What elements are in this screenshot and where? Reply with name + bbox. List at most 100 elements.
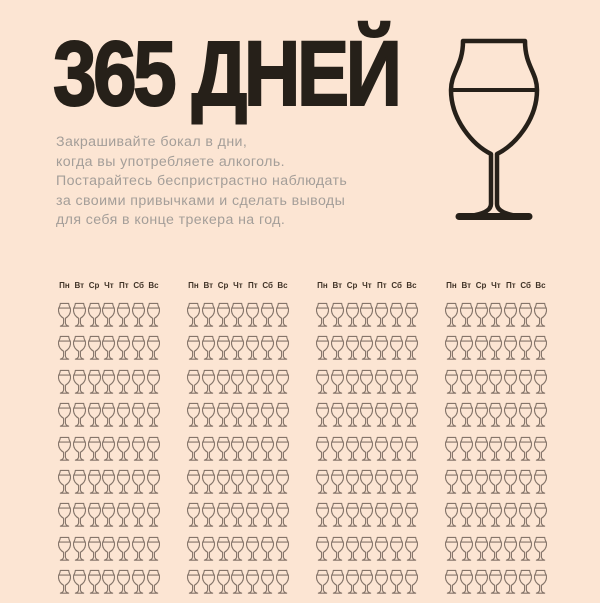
wine-glass-small-icon: [460, 369, 473, 395]
wine-glass-small-icon: [202, 569, 215, 595]
tracker-month-block: Пн Вт Ср Чт Пт Сб Вс: [57, 281, 161, 603]
wine-glass-small-icon: [316, 335, 329, 361]
wine-glass-day-icon: [374, 469, 389, 496]
tracker-week-row: [57, 469, 161, 496]
day-label: Пн: [188, 281, 199, 290]
wine-glass-day-icon: [374, 369, 389, 396]
wine-glass-small-icon: [202, 369, 215, 395]
wine-glass-day-icon: [275, 369, 290, 396]
tracker-week-row: [57, 402, 161, 429]
wine-glass-day-icon: [389, 402, 404, 429]
wine-glass-day-icon: [518, 436, 533, 463]
wine-glass-day-icon: [474, 302, 489, 329]
wine-glass-day-icon: [216, 335, 231, 362]
wine-glass-small-icon: [147, 436, 160, 462]
wine-glass-day-icon: [459, 436, 474, 463]
wine-glass-day-icon: [216, 469, 231, 496]
wine-glass-small-icon: [405, 302, 418, 328]
wine-glass-day-icon: [474, 335, 489, 362]
wine-glass-day-icon: [131, 502, 146, 529]
tracker-week-row: [315, 569, 419, 596]
wine-glass-day-icon: [489, 502, 504, 529]
wine-glass-small-icon: [117, 469, 130, 495]
wine-glass-day-icon: [146, 402, 161, 429]
wine-glass-small-icon: [217, 569, 230, 595]
wine-glass-day-icon: [444, 402, 459, 429]
wine-glass-small-icon: [147, 302, 160, 328]
wine-glass-small-icon: [202, 302, 215, 328]
wine-glass-small-icon: [58, 536, 71, 562]
wine-glass-small-icon: [132, 469, 145, 495]
wine-glass-small-icon: [102, 536, 115, 562]
wine-glass-small-icon: [202, 469, 215, 495]
wine-glass-small-icon: [231, 335, 244, 361]
tracker-week-row: [315, 302, 419, 329]
wine-glass-small-icon: [460, 335, 473, 361]
wine-glass-small-icon: [187, 436, 200, 462]
wine-glass-small-icon: [445, 335, 458, 361]
wine-glass-small-icon: [504, 469, 517, 495]
intro-line: когда вы употребляете алкоголь.: [56, 153, 285, 170]
day-labels-row: Пн Вт Ср Чт Пт Сб Вс: [57, 281, 161, 290]
tracker-week-row: [57, 369, 161, 396]
wine-glass-small-icon: [489, 436, 502, 462]
wine-glass-day-icon: [503, 302, 518, 329]
wine-glass-day-icon: [87, 302, 102, 329]
day-label: Вт: [461, 281, 472, 290]
tracker-week-row: [57, 502, 161, 529]
wine-glass-small-icon: [346, 569, 359, 595]
wine-glass-day-icon: [102, 569, 117, 596]
wine-glass-small-icon: [102, 369, 115, 395]
wine-glass-small-icon: [390, 469, 403, 495]
tracker-week-row: [186, 402, 290, 429]
wine-glass-day-icon: [116, 536, 131, 563]
wine-glass-small-icon: [534, 436, 547, 462]
wine-glass-day-icon: [186, 369, 201, 396]
wine-glass-small-icon: [246, 302, 259, 328]
wine-glass-day-icon: [360, 469, 375, 496]
wine-glass-small-icon: [460, 536, 473, 562]
wine-glass-small-icon: [147, 469, 160, 495]
wine-glass-day-icon: [330, 469, 345, 496]
wine-glass-day-icon: [315, 536, 330, 563]
wine-glass-small-icon: [202, 502, 215, 528]
wine-glass-small-icon: [519, 536, 532, 562]
wine-glass-day-icon: [201, 569, 216, 596]
wine-glass-day-icon: [186, 469, 201, 496]
day-label: Сб: [262, 281, 273, 290]
wine-glass-small-icon: [73, 436, 86, 462]
wine-glass-day-icon: [72, 436, 87, 463]
wine-glass-day-icon: [459, 302, 474, 329]
wine-glass-small-icon: [261, 536, 274, 562]
wine-glass-small-icon: [276, 502, 289, 528]
wine-glass-day-icon: [131, 436, 146, 463]
wine-glass-day-icon: [330, 369, 345, 396]
wine-glass-day-icon: [116, 335, 131, 362]
wine-glass-small-icon: [276, 469, 289, 495]
wine-glass-small-icon: [316, 536, 329, 562]
wine-glass-day-icon: [459, 502, 474, 529]
wine-glass-day-icon: [503, 369, 518, 396]
wine-glass-day-icon: [518, 369, 533, 396]
tracker-week-row: [315, 469, 419, 496]
wine-glass-small-icon: [261, 302, 274, 328]
wine-glass-small-icon: [504, 302, 517, 328]
wine-glass-day-icon: [389, 302, 404, 329]
wine-glass-small-icon: [445, 369, 458, 395]
wine-glass-small-icon: [73, 536, 86, 562]
wine-glass-small-icon: [375, 335, 388, 361]
wine-glass-day-icon: [345, 402, 360, 429]
wine-glass-small-icon: [375, 302, 388, 328]
wine-glass-day-icon: [360, 335, 375, 362]
wine-glass-day-icon: [260, 469, 275, 496]
wine-glass-icon: [448, 38, 540, 220]
wine-glass-day-icon: [374, 502, 389, 529]
tracker-week-row: [315, 536, 419, 563]
tracker-week-row: [186, 436, 290, 463]
year-tracker-grid: Пн Вт Ср Чт Пт Сб Вс Пн Вт Ср Чт Пт Сб Вс Пн Вт Ср Чт Пт Сб…: [57, 281, 548, 603]
tracker-week-row: [186, 536, 290, 563]
wine-glass-day-icon: [444, 436, 459, 463]
wine-glass-day-icon: [459, 369, 474, 396]
wine-glass-day-icon: [231, 436, 246, 463]
tracker-week-row: [444, 335, 548, 362]
